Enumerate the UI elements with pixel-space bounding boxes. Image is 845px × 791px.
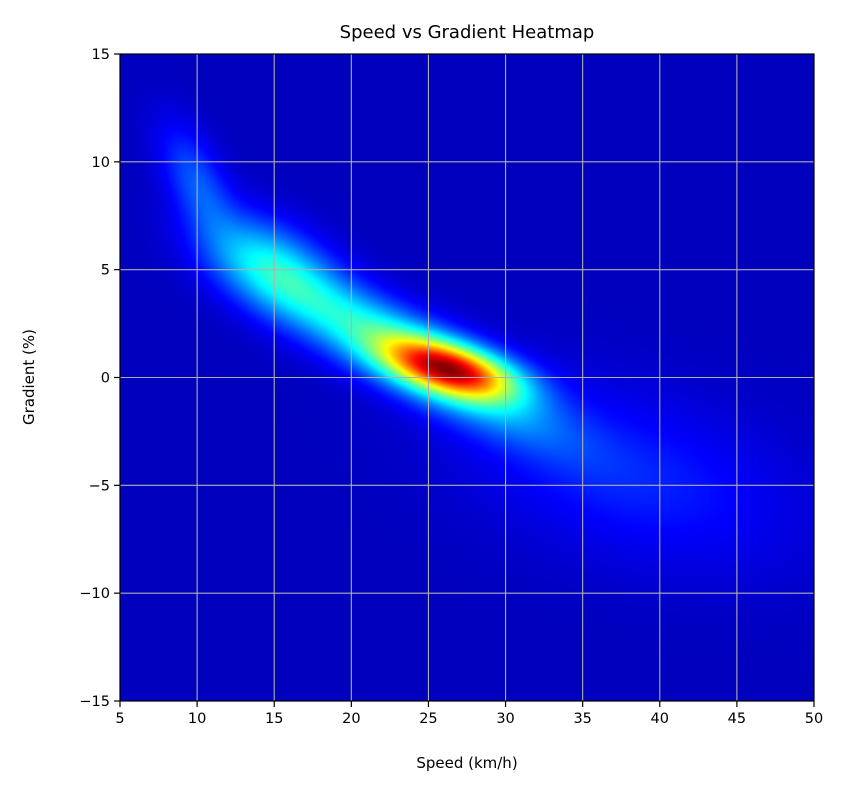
x-tick-label: 5 (115, 711, 124, 727)
axis-ticks: 5 10 15 20 25 30 35 40 45 50 −15 −10 −5 0 5 10 15 (79, 47, 823, 727)
x-axis-label: Speed (km/h) (416, 754, 517, 772)
x-tick-label: 40 (651, 711, 669, 727)
x-tick-label: 20 (342, 711, 360, 727)
y-tick-label: 0 (101, 371, 110, 387)
y-tick-label: −10 (79, 586, 110, 602)
x-tick-label: 15 (265, 711, 283, 727)
y-tick-label: 10 (92, 155, 110, 171)
y-tick-label: −5 (89, 478, 110, 494)
y-axis-label: Gradient (%) (20, 329, 38, 425)
x-tick-label: 35 (573, 711, 591, 727)
x-tick-label: 30 (496, 711, 514, 727)
y-tick-label: 15 (92, 47, 110, 63)
x-tick-label: 25 (419, 711, 437, 727)
grid (120, 54, 814, 701)
x-tick-label: 10 (188, 711, 206, 727)
x-tick-label: 50 (805, 711, 823, 727)
y-tick-label: 5 (101, 263, 110, 279)
chart-title: Speed vs Gradient Heatmap (340, 22, 595, 43)
y-tick-label: −15 (79, 694, 110, 710)
x-tick-label: 45 (728, 711, 746, 727)
